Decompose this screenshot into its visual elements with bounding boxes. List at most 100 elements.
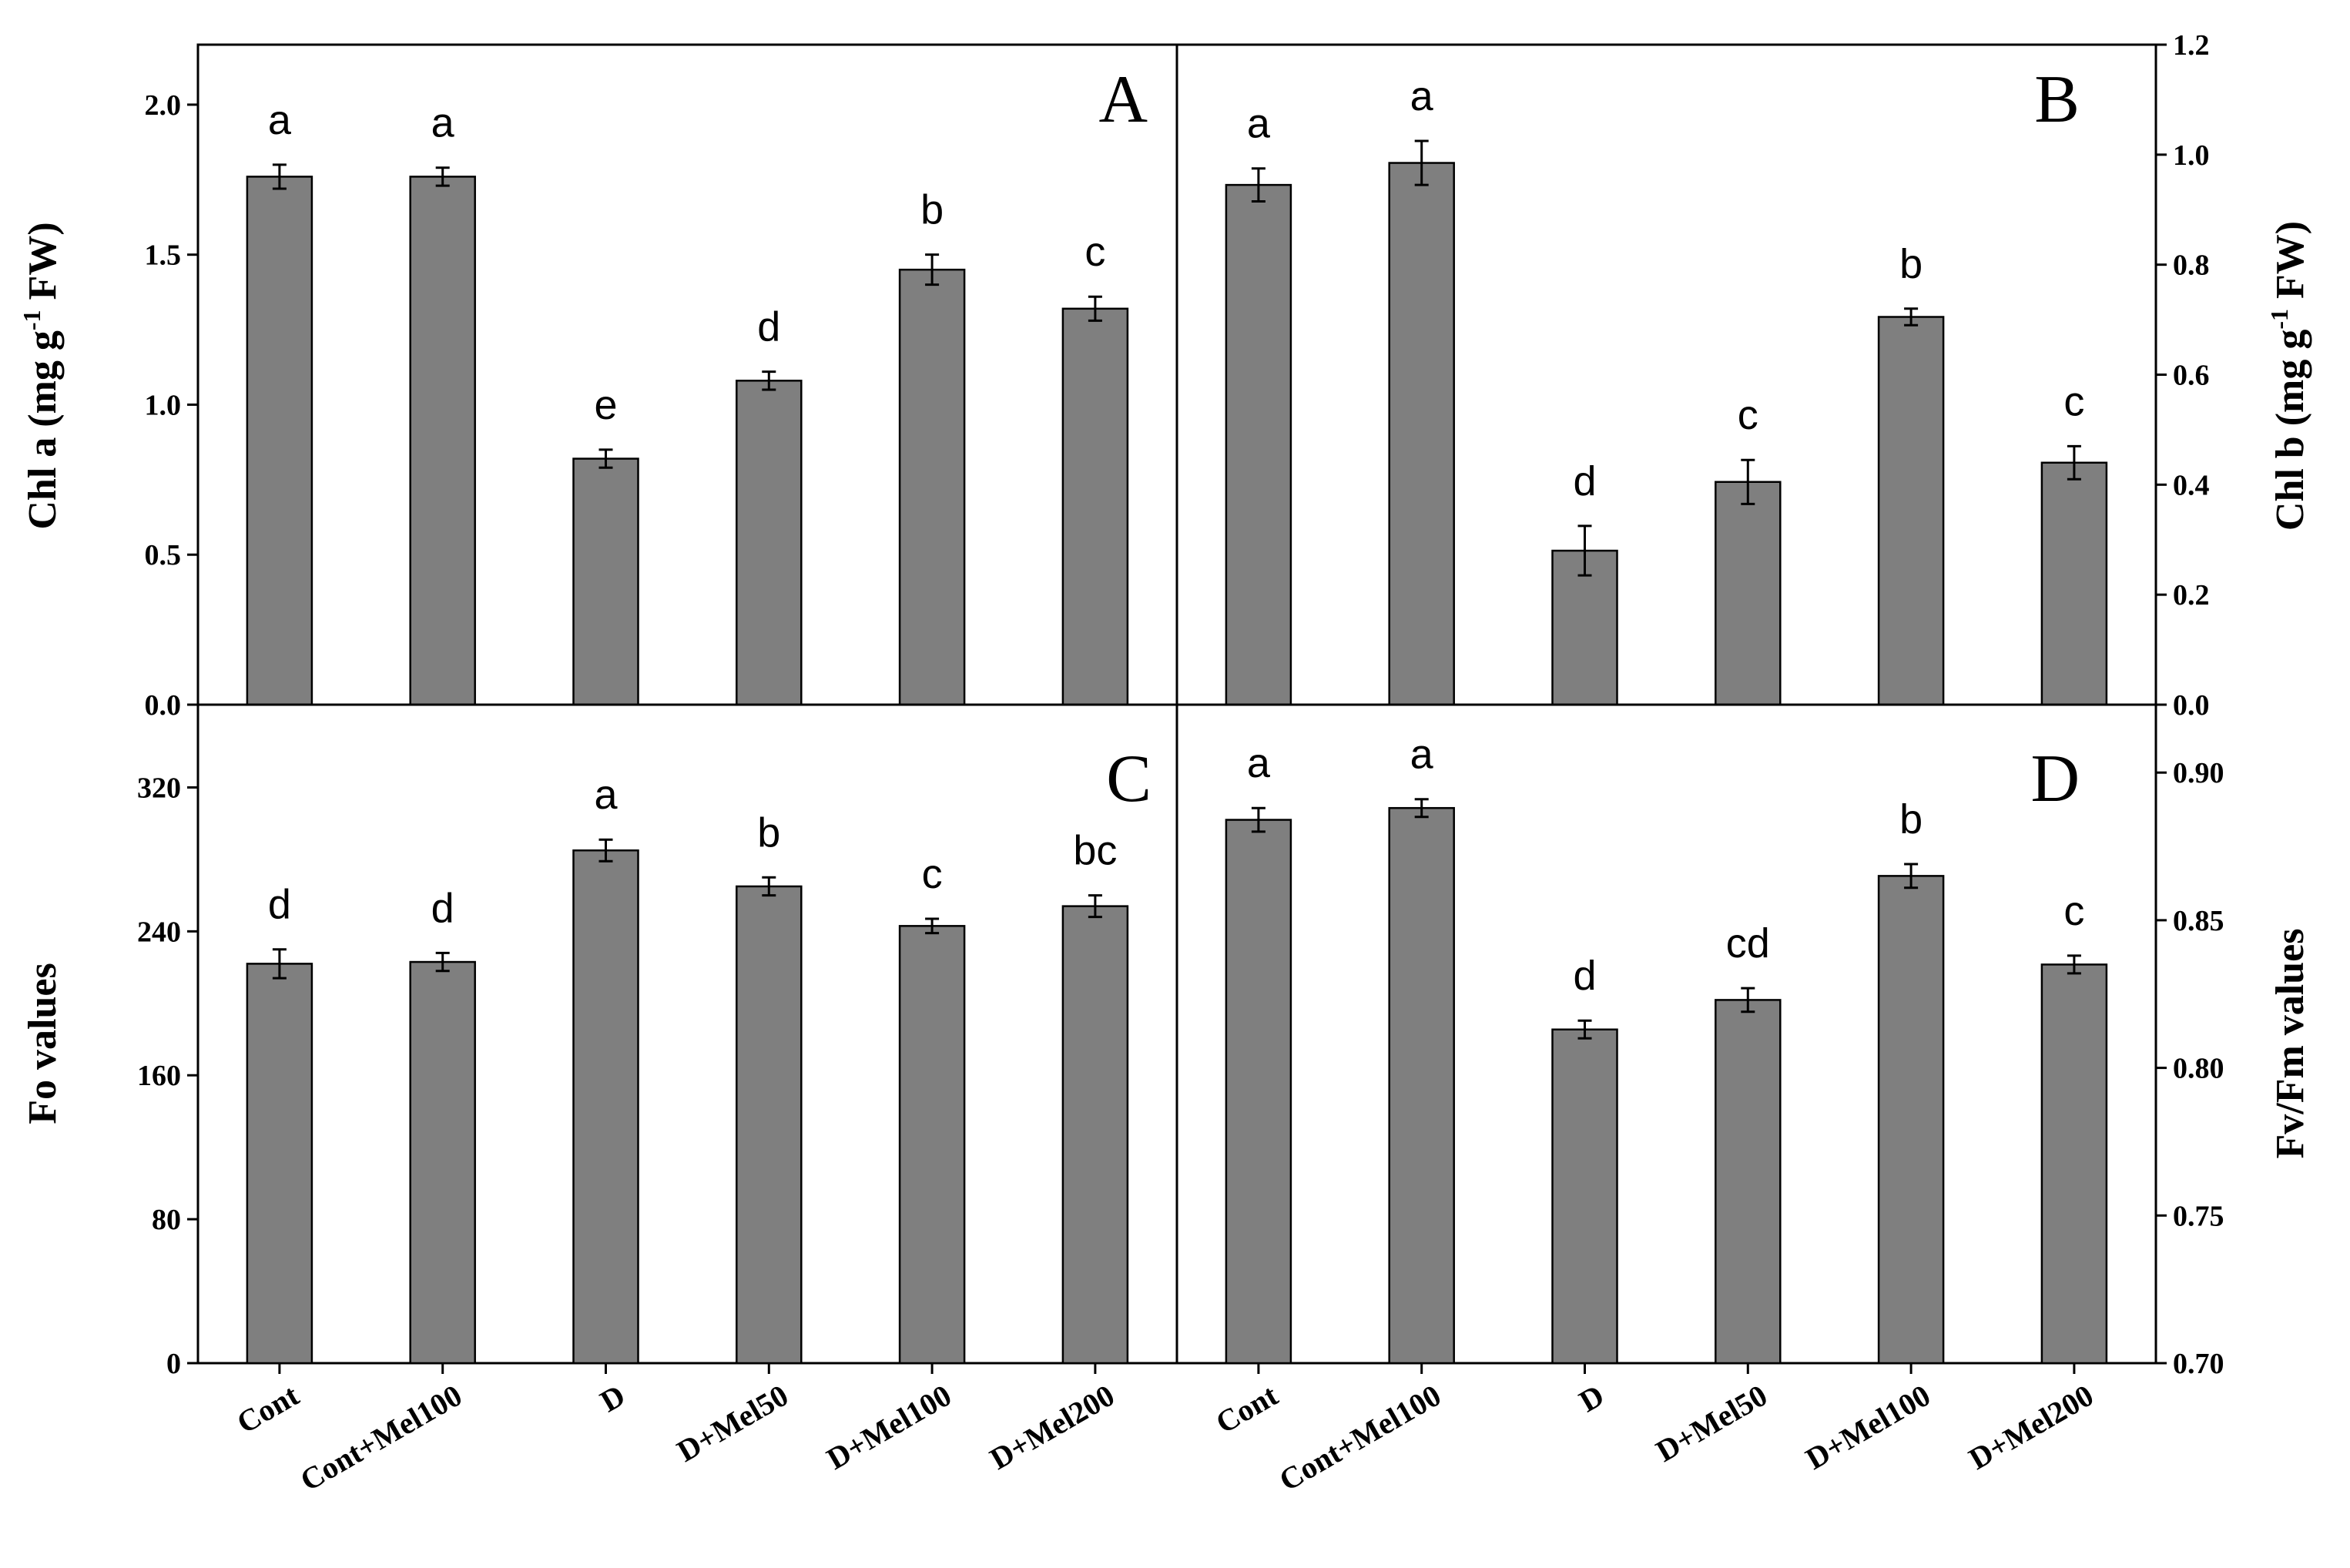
panel-d-error-bar xyxy=(1251,806,1266,833)
panel-a-y-tick-label: 2.0 xyxy=(145,89,182,122)
panel-c-bar xyxy=(246,963,313,1365)
panel-c-x-tick-label: D xyxy=(594,1378,631,1419)
panel-a-bar xyxy=(736,380,803,706)
panel-a-significance-label: c xyxy=(1084,229,1105,275)
panel-b-frame xyxy=(1175,43,2157,706)
panel-c-bar xyxy=(409,960,476,1365)
panel-a-y-tick-label: 0.5 xyxy=(145,539,182,571)
panel-b-significance-label: d xyxy=(1573,458,1596,504)
panel-c-x-tick-label: D+Mel50 xyxy=(671,1378,794,1469)
panel-b-bar xyxy=(2040,461,2108,706)
panel-a-y-axis-title: Chl a (mg g-1 FW) xyxy=(18,222,65,529)
panel-c-error-bar xyxy=(925,917,940,935)
panel-c-x-tick-label: Cont xyxy=(231,1377,305,1440)
panel-b-y-tick-label: 0.8 xyxy=(2173,250,2210,282)
panel-c-y-tick-label: 80 xyxy=(152,1204,181,1236)
panel-a-bar xyxy=(1061,307,1129,706)
panel-c-error-bar xyxy=(272,948,287,980)
panel-c-bar xyxy=(736,885,803,1365)
panel-b-error-bar xyxy=(1251,167,1266,203)
panel-a-error-bar xyxy=(925,253,940,286)
panel-d-error-bar xyxy=(2067,954,2081,975)
panel-c-significance-label: b xyxy=(757,809,780,856)
panel-d-bar xyxy=(1877,875,1945,1365)
panel-c-x-tick-label: D+Mel100 xyxy=(821,1378,957,1476)
panel-d-bar xyxy=(1551,1028,1618,1365)
panel-d-error-bar xyxy=(1741,987,1755,1014)
panel-b-y-tick-label: 0.6 xyxy=(2173,360,2210,392)
panel-c-error-bar xyxy=(762,876,776,897)
panel-a-error-bar xyxy=(272,163,287,190)
panel-d-significance-label: d xyxy=(1573,953,1596,999)
panel-d-significance-label: a xyxy=(1410,732,1434,778)
panel-b-y-tick-label: 0.2 xyxy=(2173,579,2210,611)
panel-b-bar xyxy=(1715,481,1782,706)
panel-b-error-bar xyxy=(1414,139,1429,186)
panel-d-y-tick-label: 0.70 xyxy=(2173,1348,2224,1380)
panel-d-bar xyxy=(1388,806,1455,1365)
panel-b-bar xyxy=(1225,183,1292,706)
panel-b-letter: B xyxy=(2034,62,2080,137)
panel-a-error-bar xyxy=(762,370,776,391)
panel-a-bar xyxy=(246,176,313,706)
panel-a-error-bar xyxy=(435,166,450,187)
panel-d-y-tick-label: 0.85 xyxy=(2173,905,2224,937)
panel-a-error-bar xyxy=(598,448,613,469)
panel-d-bar xyxy=(1715,999,1782,1365)
panel-b-error-bar xyxy=(1741,458,1755,505)
panel-c-significance-label: d xyxy=(431,885,454,931)
panel-d-y-tick-label: 0.80 xyxy=(2173,1053,2224,1085)
panel-c-bar xyxy=(1061,905,1129,1365)
panel-b-chl-b: 0.0 0.2 0.4 0.6 0.8 1.0 1.2 a a d c b c B xyxy=(1175,29,2210,722)
panel-d-x-tick-label: D+Mel50 xyxy=(1650,1378,1773,1469)
panel-a-y-tick-label: 1.5 xyxy=(145,240,182,272)
panel-a-bar xyxy=(409,176,476,706)
panel-b-significance-label: a xyxy=(1247,101,1271,147)
panel-c-significance-label: a xyxy=(594,772,618,818)
panel-d-significance-label: c xyxy=(2063,888,2084,934)
panel-d-error-bar xyxy=(1577,1019,1592,1040)
panel-d-significance-label: b xyxy=(1899,796,1923,843)
panel-c-y-tick-label: 0 xyxy=(166,1348,181,1380)
panel-b-y-tick-label: 1.0 xyxy=(2173,139,2210,172)
panel-a-significance-label: d xyxy=(757,304,780,350)
panel-c-bar xyxy=(898,925,966,1365)
panel-a-frame xyxy=(196,43,1178,706)
panel-c-fo: 0 80 160 240 320 d Cont d Cont+Mel100 a Db D+Mel50 c… xyxy=(137,703,1178,1498)
panel-d-frame xyxy=(1175,703,2157,1365)
panel-c-x-tick-label: D+Mel200 xyxy=(984,1378,1120,1476)
panel-b-significance-label: a xyxy=(1410,73,1434,119)
panel-b-error-bar xyxy=(2067,444,2081,481)
panel-a-letter: A xyxy=(1098,62,1148,137)
panel-c-y-tick-label: 240 xyxy=(137,916,181,948)
panel-c-error-bar xyxy=(598,838,613,863)
panel-d-bar xyxy=(2040,963,2108,1365)
panel-c-significance-label: bc xyxy=(1073,828,1117,874)
panel-b-error-bar xyxy=(1904,307,1919,327)
panel-d-bar xyxy=(1225,819,1292,1365)
panel-d-letter: D xyxy=(2030,742,2080,816)
panel-b-significance-label: c xyxy=(2063,378,2084,424)
panel-c-letter: C xyxy=(1106,742,1152,816)
panel-d-significance-label: cd xyxy=(1726,920,1770,967)
panel-d-error-bar xyxy=(1904,863,1919,890)
panel-a-significance-label: a xyxy=(431,100,455,146)
panel-d-x-tick-label: D+Mel200 xyxy=(1963,1378,2099,1476)
panel-b-significance-label: b xyxy=(1899,241,1923,287)
panel-c-y-axis-title: Fo values xyxy=(21,963,65,1124)
panel-a-significance-label: b xyxy=(920,187,944,233)
panel-c-frame xyxy=(196,703,1178,1365)
panel-a-chl-a: 0.0 0.5 1.0 1.5 2.0 a a e d b c A xyxy=(145,43,1178,722)
panel-c-error-bar xyxy=(1088,894,1102,919)
panel-a-bar xyxy=(898,268,966,706)
panel-a-significance-label: e xyxy=(594,382,617,428)
panel-d-x-tick-label: Cont xyxy=(1210,1377,1284,1440)
panel-d-y-tick-label: 0.90 xyxy=(2173,757,2224,789)
panel-d-significance-label: a xyxy=(1247,740,1271,786)
panel-c-x-tick-label: Cont+Mel100 xyxy=(294,1378,468,1498)
panel-c-significance-label: c xyxy=(922,851,943,897)
panel-c-error-bar xyxy=(435,951,450,973)
panel-c-y-tick-label: 320 xyxy=(137,772,181,804)
panel-b-bar xyxy=(1388,162,1455,706)
